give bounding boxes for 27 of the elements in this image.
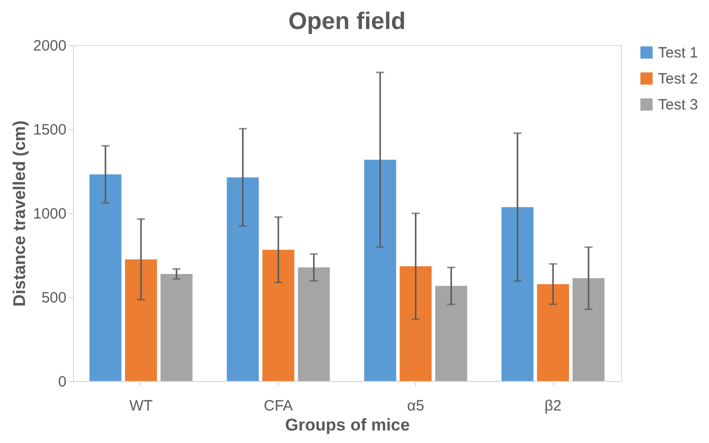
bar <box>572 278 605 381</box>
bar <box>435 286 468 381</box>
legend-label: Test 2 <box>658 70 698 88</box>
y-tick-label: 500 <box>41 290 66 306</box>
y-axis-title: Distance travelled (cm) <box>10 120 30 307</box>
y-tick-label: 0 <box>58 374 66 390</box>
bar <box>502 207 534 381</box>
bar <box>160 274 192 381</box>
bar <box>400 266 432 381</box>
x-tick-label: WT <box>129 398 153 414</box>
bar <box>537 284 569 381</box>
bar <box>226 177 259 381</box>
bar <box>298 267 330 381</box>
x-tick-label: CFA <box>264 398 293 414</box>
legend-label: Test 1 <box>658 44 698 62</box>
y-tick-label: 2000 <box>33 38 66 54</box>
bar <box>364 160 396 381</box>
bar <box>89 174 122 381</box>
x-tick-label: α5 <box>407 398 424 414</box>
y-tick-label: 1500 <box>33 122 66 138</box>
legend-label: Test 3 <box>658 96 698 114</box>
bar <box>125 259 157 381</box>
y-tick-label: 1000 <box>33 206 66 222</box>
chart-title: Open field <box>288 8 406 35</box>
x-axis-title: Groups of mice <box>285 416 410 434</box>
x-tick-label: β2 <box>544 398 562 414</box>
bar <box>262 250 294 381</box>
